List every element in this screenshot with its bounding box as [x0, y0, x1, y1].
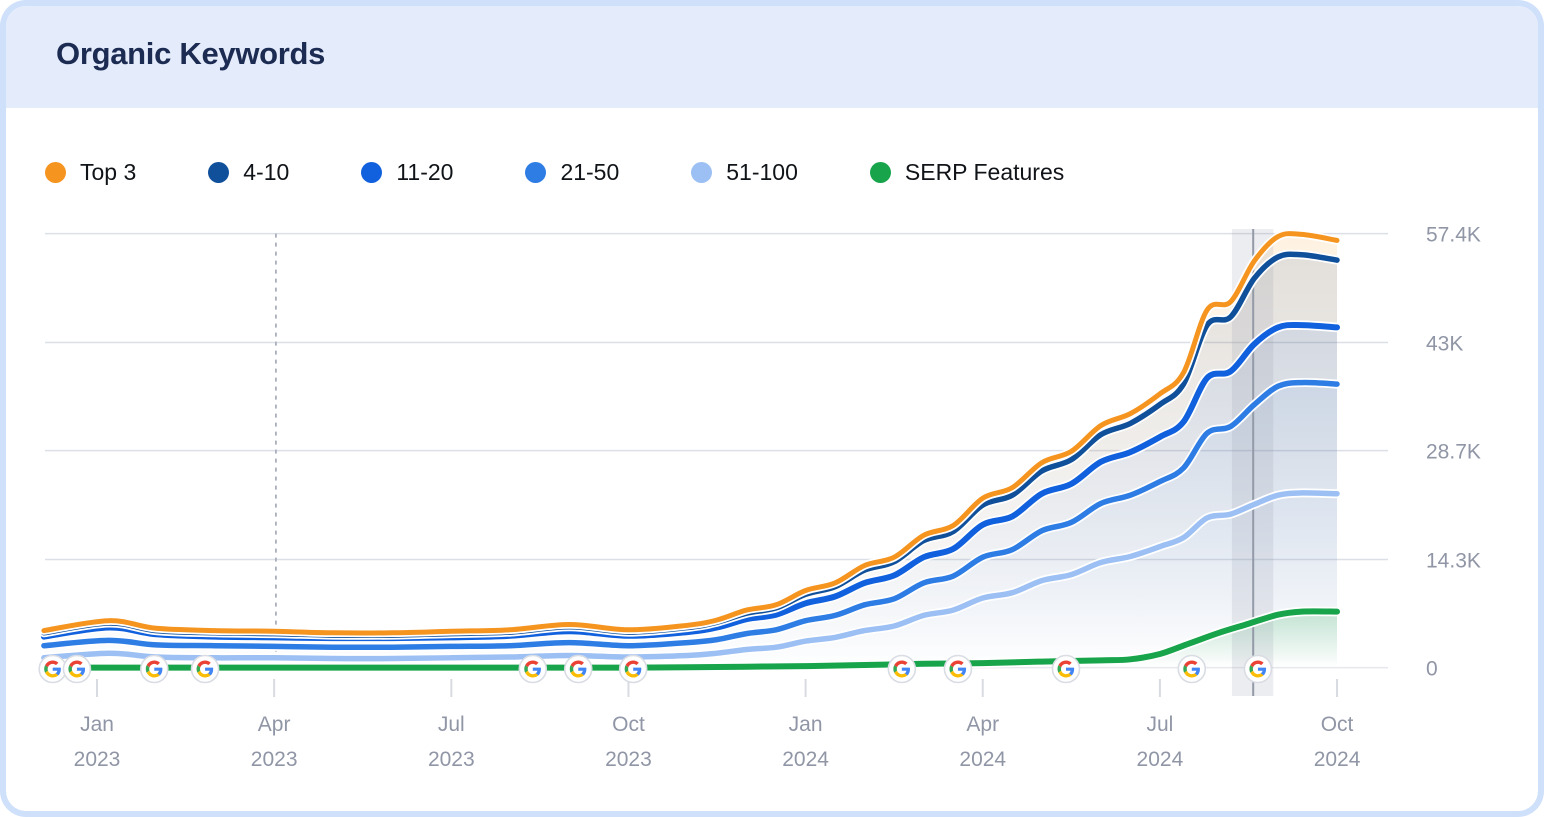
- google-update-marker[interactable]: [943, 654, 973, 684]
- legend-dot: [869, 161, 891, 183]
- google-g-icon: [524, 660, 541, 678]
- legend-dot: [361, 161, 383, 183]
- y-tick-label: 0: [1426, 658, 1438, 681]
- google-update-marker[interactable]: [38, 654, 68, 684]
- google-g-icon: [569, 660, 587, 678]
- google-g-icon: [1249, 660, 1267, 678]
- google-update-marker[interactable]: [1177, 654, 1207, 684]
- x-tick-month-label: Apr: [258, 713, 291, 736]
- google-g-icon: [893, 660, 910, 678]
- x-tick-year-label: 2024: [959, 748, 1006, 771]
- x-tick-year-label: 2024: [1314, 748, 1361, 771]
- area-51-100: [43, 492, 1337, 668]
- legend-item-4-10[interactable]: 4-10: [208, 159, 289, 186]
- x-tick-month-label: Apr: [966, 713, 999, 736]
- google-update-marker[interactable]: [518, 654, 548, 684]
- google-update-marker[interactable]: [1051, 654, 1081, 684]
- card-header: [6, 6, 1538, 108]
- google-update-marker[interactable]: [887, 654, 917, 684]
- line-21-50[interactable]: [41, 379, 1340, 651]
- x-tick-year-label: 2023: [74, 748, 121, 771]
- legend-label: SERP Features: [904, 158, 1065, 185]
- legend-label: 4-10: [243, 158, 290, 185]
- y-tick-label: 43K: [1426, 332, 1463, 355]
- area-serp-features: [43, 611, 1337, 668]
- google-update-marker[interactable]: [62, 654, 92, 684]
- x-tick-month-label: Jan: [789, 713, 823, 736]
- x-tick-month-label: Oct: [1321, 713, 1354, 736]
- legend-item-11-20[interactable]: 11-20: [361, 159, 453, 186]
- legend-dot: [691, 161, 713, 183]
- google-update-marker[interactable]: [139, 654, 169, 684]
- x-tick-year-label: 2023: [605, 748, 652, 771]
- chart-legend: Top 3 4-10 11-20 21-50 51-100 SERP Features: [45, 156, 1064, 188]
- google-g-icon: [196, 660, 214, 678]
- x-tick-year-label: 2024: [1137, 748, 1184, 771]
- google-update-marker[interactable]: [1243, 654, 1273, 684]
- x-tick-month-label: Jan: [80, 713, 114, 736]
- line-51-100[interactable]: [41, 490, 1340, 662]
- google-g-icon: [44, 660, 61, 678]
- legend-dot: [45, 161, 66, 183]
- x-tick-month-label: Oct: [612, 713, 645, 736]
- legend-item-21-50[interactable]: 21-50: [525, 159, 619, 186]
- legend-dot: [208, 161, 230, 183]
- y-tick-label: 28.7K: [1426, 441, 1481, 464]
- google-g-icon: [68, 660, 86, 678]
- google-g-icon: [949, 660, 967, 678]
- google-update-marker[interactable]: [618, 654, 648, 684]
- x-tick-year-label: 2023: [428, 748, 475, 771]
- y-tick-label: 14.3K: [1426, 549, 1481, 572]
- x-tick-year-label: 2023: [251, 748, 298, 771]
- google-g-icon: [624, 660, 642, 678]
- x-tick-year-label: 2024: [782, 748, 829, 771]
- legend-label: 51-100: [726, 158, 798, 185]
- page-title: Organic Keywords: [56, 36, 326, 71]
- legend-item-top-3[interactable]: Top 3: [45, 159, 136, 186]
- legend-label: 11-20: [396, 158, 454, 185]
- legend-item-serp-features[interactable]: SERP Features: [869, 158, 1065, 186]
- legend-item-51-100[interactable]: 51-100: [691, 159, 798, 186]
- google-g-icon: [1183, 660, 1200, 678]
- legend-dot: [525, 161, 547, 183]
- google-g-icon: [145, 660, 163, 678]
- google-update-marker[interactable]: [563, 654, 593, 684]
- y-tick-label: 57.4K: [1426, 224, 1481, 247]
- google-g-icon: [1057, 660, 1075, 678]
- line-top-3[interactable]: [41, 231, 1340, 636]
- legend-label: 21-50: [560, 158, 620, 185]
- x-tick-month-label: Jul: [1146, 713, 1173, 736]
- x-tick-month-label: Jul: [438, 713, 465, 736]
- legend-label: Top 3: [80, 158, 137, 185]
- google-update-marker[interactable]: [190, 654, 220, 684]
